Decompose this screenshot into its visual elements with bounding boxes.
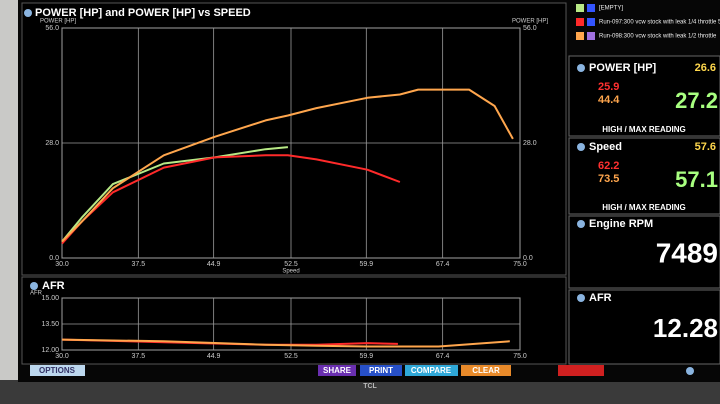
- wall: [0, 0, 22, 380]
- button[interactable]: [558, 365, 604, 376]
- y-tick-label: 15.00: [41, 295, 59, 302]
- x-tick-label: 75.0: [513, 353, 527, 360]
- gauge-footer: HIGH / MAX READING: [602, 125, 686, 134]
- y-tick-label: 12.00: [41, 347, 59, 354]
- gear-icon: [30, 282, 38, 290]
- gauge-footer: HIGH / MAX READING: [602, 203, 686, 212]
- y2-tick-label: 28.0: [523, 140, 537, 147]
- y2-axis-label: POWER [HP]: [512, 19, 548, 25]
- legend-swatch: [587, 32, 595, 40]
- x-tick-label: 75.0: [513, 261, 527, 268]
- gear-icon: [577, 143, 585, 151]
- x-tick-label: 52.5: [284, 261, 298, 268]
- gauge-value: 7489: [656, 237, 718, 268]
- legend-swatch: [587, 4, 595, 12]
- y2-tick-label: 0.0: [523, 255, 533, 262]
- y-axis-label: AFR: [30, 291, 43, 297]
- gauge-reading: 73.5: [598, 173, 619, 185]
- button[interactable]: [30, 365, 85, 376]
- legend-swatch: [587, 18, 595, 26]
- gauge-value: 57.1: [675, 167, 718, 192]
- chart-title: POWER [HP] and POWER [HP] vs SPEED: [35, 7, 251, 19]
- gauge-current: 26.6: [695, 62, 716, 74]
- x-tick-label: 30.0: [55, 353, 69, 360]
- brand: TCL: [363, 383, 377, 390]
- gauge-title: POWER [HP]: [589, 62, 657, 74]
- gauge-reading: 44.4: [598, 94, 620, 106]
- gear-icon: [577, 294, 585, 302]
- legend-swatch: [576, 18, 584, 26]
- legend-swatch: [576, 32, 584, 40]
- legend-label: [EMPTY]: [599, 6, 623, 12]
- button-label[interactable]: CLEAR: [472, 366, 500, 375]
- gear-icon: [577, 220, 585, 228]
- gauge-panel: [568, 55, 720, 137]
- chart-title: AFR: [42, 280, 65, 292]
- series-line: [61, 88, 514, 243]
- y-tick-label: 13.50: [41, 321, 59, 328]
- x-tick-label: 37.5: [132, 261, 146, 268]
- x-axis-label: Speed: [282, 269, 299, 275]
- x-tick-label: 67.4: [436, 261, 450, 268]
- x-tick-label: 52.5: [284, 353, 298, 360]
- button-label[interactable]: PRINT: [369, 366, 393, 375]
- series-line: [61, 146, 288, 243]
- legend-swatch: [576, 4, 584, 12]
- x-tick-label: 30.0: [55, 261, 69, 268]
- y-tick-label: 56.0: [45, 25, 59, 32]
- gauge-panel: [568, 137, 720, 215]
- chart-panel: [21, 2, 567, 276]
- x-tick-label: 59.9: [360, 353, 374, 360]
- gauge-value: 12.28: [653, 313, 718, 343]
- gear-icon: [577, 64, 585, 72]
- y-tick-label: 0.0: [49, 255, 59, 262]
- x-tick-label: 67.4: [436, 353, 450, 360]
- x-tick-label: 44.9: [207, 261, 221, 268]
- gauge-title: Engine RPM: [589, 218, 653, 230]
- gauge-panel: [568, 215, 720, 289]
- x-tick-label: 59.9: [360, 261, 374, 268]
- gauge-title: Speed: [589, 141, 622, 153]
- x-tick-label: 44.9: [207, 353, 221, 360]
- button[interactable]: [318, 365, 356, 376]
- gauge-current: 57.6: [695, 141, 716, 153]
- button-label[interactable]: OPTIONS: [39, 366, 76, 375]
- gauge-reading: 62.2: [598, 160, 619, 172]
- gauge-value: 27.2: [675, 88, 718, 113]
- button[interactable]: [405, 365, 458, 376]
- series-line: [61, 154, 401, 245]
- gauge-reading: 25.9: [598, 81, 619, 93]
- gauge-title: AFR: [589, 292, 612, 304]
- button[interactable]: [461, 365, 511, 376]
- gauge-panel: [568, 289, 720, 365]
- button[interactable]: [360, 365, 402, 376]
- y-tick-label: 28.0: [45, 140, 59, 147]
- gear-icon: [24, 9, 32, 17]
- x-tick-label: 37.5: [132, 353, 146, 360]
- series-line: [61, 338, 510, 348]
- y2-tick-label: 56.0: [523, 25, 537, 32]
- legend-label: Run-097:300 vcw stock with leak 1/4 thro…: [599, 20, 720, 26]
- gear-icon[interactable]: [686, 367, 694, 375]
- button-label[interactable]: COMPARE: [411, 366, 452, 375]
- y-axis-label: POWER [HP]: [40, 19, 76, 25]
- legend-label: Run-098:300 vcw stock with leak 1/2 thro…: [599, 34, 717, 40]
- button-label[interactable]: SHARE: [323, 366, 352, 375]
- chart-panel: [21, 276, 567, 365]
